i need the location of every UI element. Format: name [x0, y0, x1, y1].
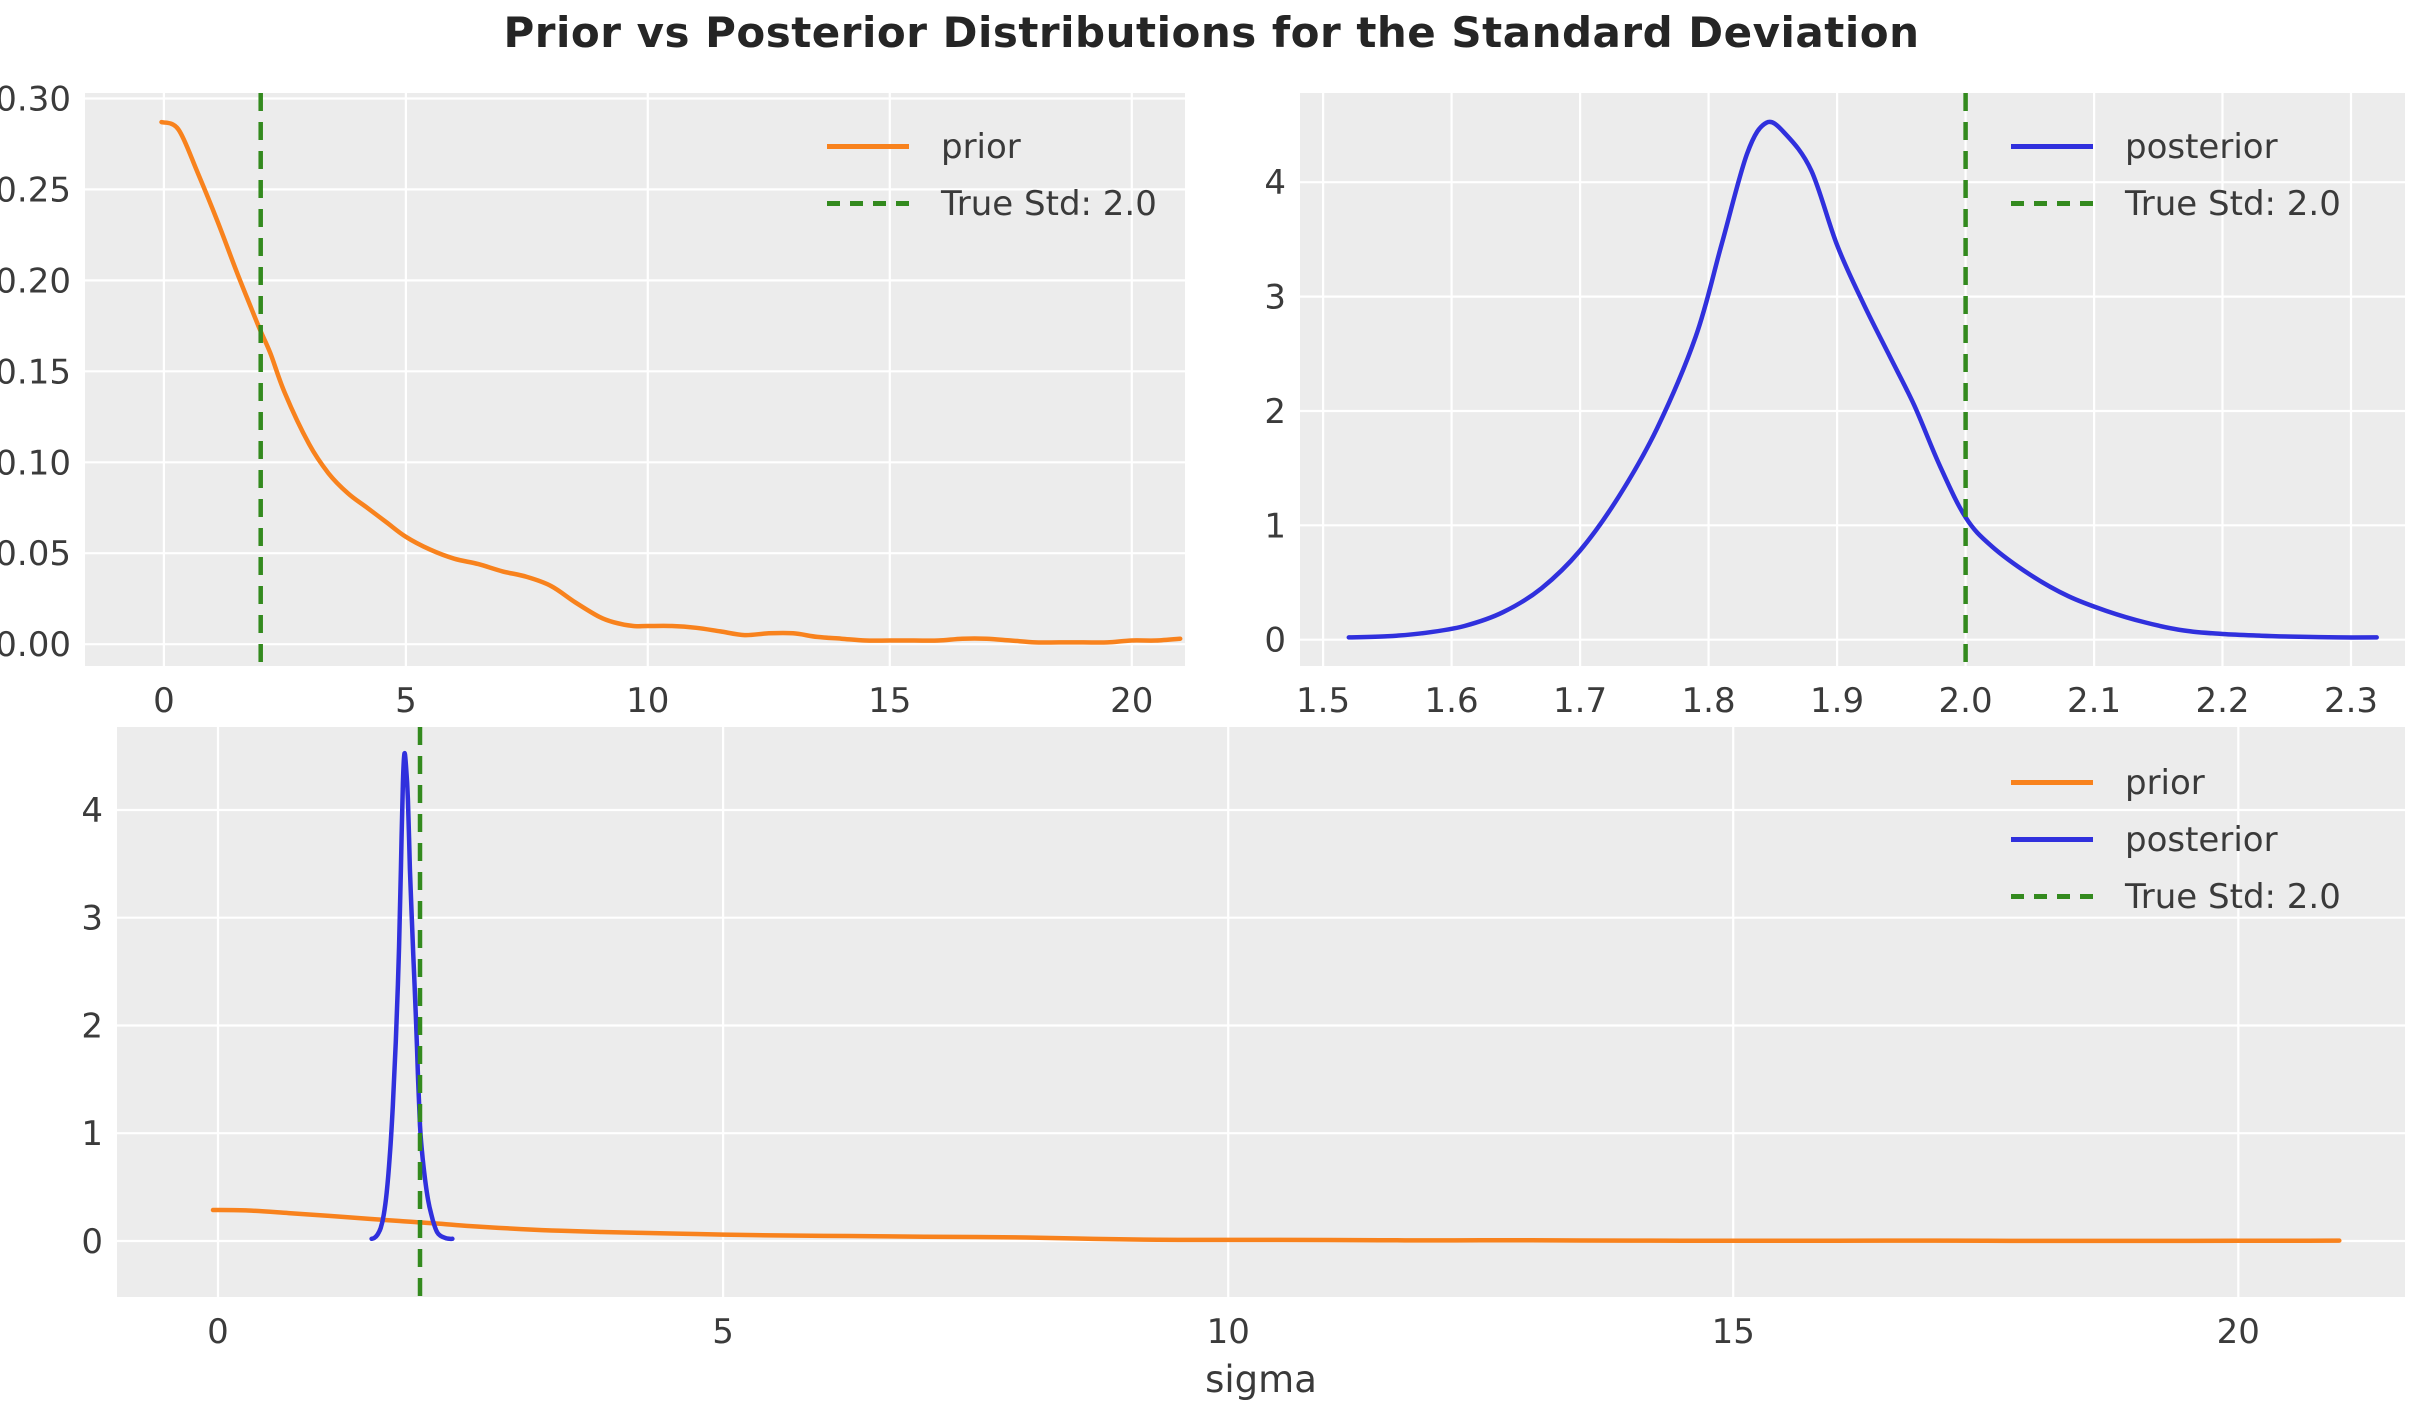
y-tick-label: 0.20: [0, 261, 71, 301]
x-tick-label: 1.5: [1296, 681, 1350, 721]
posterior-line: [1346, 119, 2379, 640]
y-tick-label: 0.10: [0, 443, 71, 483]
y-tick-label: 0.05: [0, 534, 71, 574]
x-tick-label: 20: [1110, 681, 1153, 721]
x-tick-label: 2.1: [2067, 681, 2121, 721]
prior-line-swatch: [2011, 780, 2093, 785]
legend-item-true-std: True Std: 2.0: [2011, 868, 2341, 925]
y-tick-label: 0.00: [0, 625, 71, 665]
legend-label: True Std: 2.0: [941, 183, 1157, 224]
y-tick-label: 0.25: [0, 170, 71, 210]
legend-label: prior: [2125, 762, 2205, 803]
prior-line-swatch: [827, 144, 909, 149]
legend-combined-plot: prior posterior True Std: 2.0: [2011, 754, 2341, 925]
true-std-line-swatch: [2011, 201, 2093, 206]
x-tick-label: 20: [2217, 1312, 2260, 1352]
posterior-line: [369, 750, 455, 1242]
posterior-plot-background: [1300, 93, 2405, 666]
y-tick-label: 2: [81, 1007, 103, 1047]
x-tick-label: 10: [626, 681, 669, 721]
figure-title: Prior vs Posterior Distributions for the…: [503, 8, 1920, 57]
y-tick-label: 4: [81, 791, 103, 831]
y-tick-label: 1: [81, 1114, 103, 1154]
y-tick-label: 0.30: [0, 80, 71, 120]
x-tick-label: 2.2: [2195, 681, 2249, 721]
y-tick-label: 0: [1264, 621, 1286, 661]
x-tick-label: 5: [712, 1312, 734, 1352]
prior-line: [159, 119, 1183, 645]
x-tick-label: 0: [207, 1312, 229, 1352]
x-tick-label: 15: [868, 681, 911, 721]
combined-plot-background: [117, 727, 2405, 1297]
prior-line: [210, 1207, 2342, 1244]
legend-item-prior: prior: [827, 118, 1157, 175]
y-tick-label: 0.15: [0, 352, 71, 392]
posterior-line-swatch: [2011, 144, 2093, 149]
y-tick-label: 0: [81, 1222, 103, 1262]
x-tick-label: 1.6: [1425, 681, 1479, 721]
posterior-line-swatch: [2011, 837, 2093, 842]
legend-item-true-std: True Std: 2.0: [827, 175, 1157, 232]
x-tick-label: 1.7: [1553, 681, 1607, 721]
y-tick-label: 2: [1264, 392, 1286, 432]
legend-item-posterior: posterior: [2011, 811, 2341, 868]
y-tick-label: 1: [1264, 506, 1286, 546]
legend-label: posterior: [2125, 819, 2278, 860]
legend-item-prior: prior: [2011, 754, 2341, 811]
x-tick-label: 1.8: [1682, 681, 1736, 721]
legend-label: posterior: [2125, 126, 2278, 167]
x-axis-label: sigma: [1205, 1358, 1317, 1401]
x-tick-label: 15: [1712, 1312, 1755, 1352]
x-tick-label: 0: [153, 681, 175, 721]
x-tick-label: 2.0: [1939, 681, 1993, 721]
true-std-line-swatch: [827, 201, 909, 206]
legend-item-posterior: posterior: [2011, 118, 2341, 175]
legend-label: prior: [941, 126, 1021, 167]
x-tick-label: 2.3: [2324, 681, 2378, 721]
y-tick-label: 4: [1264, 163, 1286, 203]
legend-prior-plot: prior True Std: 2.0: [827, 118, 1157, 232]
legend-label: True Std: 2.0: [2125, 876, 2341, 917]
x-tick-label: 1.9: [1810, 681, 1864, 721]
legend-label: True Std: 2.0: [2125, 183, 2341, 224]
y-tick-label: 3: [81, 899, 103, 939]
y-tick-label: 3: [1264, 278, 1286, 318]
true-std-line-swatch: [2011, 894, 2093, 899]
legend-posterior-plot: posterior True Std: 2.0: [2011, 118, 2341, 232]
x-tick-label: 5: [395, 681, 417, 721]
x-tick-label: 10: [1207, 1312, 1250, 1352]
legend-item-true-std: True Std: 2.0: [2011, 175, 2341, 232]
